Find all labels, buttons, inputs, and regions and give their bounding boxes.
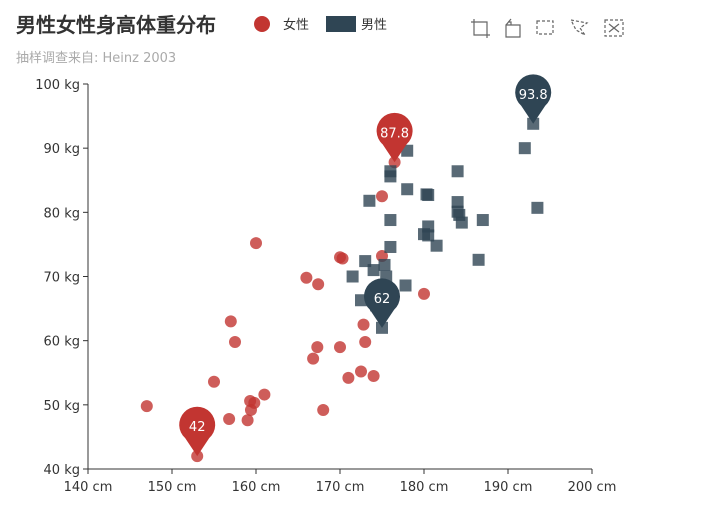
pin-label: 87.8 [380, 126, 409, 141]
point-female[interactable] [355, 365, 367, 378]
point-male[interactable] [401, 183, 414, 196]
point-female[interactable] [418, 287, 430, 300]
point-female[interactable] [229, 335, 241, 348]
point-male[interactable] [451, 165, 464, 178]
pin-marker[interactable] [376, 112, 413, 163]
x-tick-label: 140 cm [64, 480, 113, 495]
pin-marker[interactable] [179, 406, 216, 457]
point-male[interactable] [455, 216, 468, 229]
point-female[interactable] [359, 335, 372, 348]
point-female[interactable] [248, 396, 261, 409]
point-male[interactable] [518, 142, 531, 155]
point-female[interactable] [241, 414, 254, 427]
point-female[interactable] [258, 388, 271, 401]
point-female[interactable] [342, 371, 355, 384]
point-male[interactable] [384, 240, 397, 253]
polygon-zoom-icon[interactable] [505, 18, 521, 38]
legend-marker-0[interactable] [254, 16, 270, 32]
clear-select-icon[interactable] [604, 19, 624, 37]
y-tick-label: 90 kg [44, 142, 80, 157]
point-female[interactable] [376, 190, 388, 203]
y-tick-label: 50 kg [44, 399, 80, 414]
x-tick-label: 190 cm [484, 480, 533, 495]
point-male[interactable] [355, 294, 367, 307]
point-female[interactable] [224, 315, 237, 328]
legend: 女性 男性 [254, 16, 387, 33]
point-female[interactable] [317, 403, 330, 416]
point-female[interactable] [208, 375, 220, 388]
point-male[interactable] [531, 201, 544, 214]
y-tick-label: 100 kg [35, 78, 80, 93]
point-male[interactable] [476, 214, 489, 227]
rect-select-icon[interactable] [536, 20, 554, 35]
point-male[interactable] [430, 239, 443, 252]
x-tick-label: 160 cm [232, 480, 281, 495]
pin-label: 93.8 [519, 88, 548, 103]
legend-label-1[interactable]: 男性 [361, 18, 387, 33]
pins: 42 87.8 62 93.8 [179, 74, 552, 457]
pin-label: 42 [189, 420, 206, 435]
pin-marker[interactable] [515, 74, 552, 124]
x-tick-label: 180 cm [400, 480, 449, 495]
point-male[interactable] [367, 264, 380, 277]
point-female[interactable] [250, 237, 262, 250]
point-male[interactable] [451, 196, 464, 209]
point-female[interactable] [307, 352, 320, 365]
pin-marker[interactable] [364, 278, 400, 328]
point-female[interactable] [357, 318, 370, 331]
point-male[interactable] [384, 214, 397, 227]
rect-zoom-icon[interactable] [471, 19, 490, 38]
point-male[interactable] [399, 279, 412, 292]
y-tick-label: 70 kg [44, 271, 80, 286]
lasso-select-icon[interactable] [569, 19, 589, 36]
point-male[interactable] [378, 258, 391, 271]
pin-label: 62 [374, 292, 391, 307]
point-male[interactable] [422, 229, 435, 242]
x-tick-label: 200 cm [568, 480, 617, 495]
axes: 140 cm 150 cm 160 cm 170 cm 180 cm 190 cm 200 … [35, 78, 616, 495]
chart-title: 男性女性身高体重分布 [16, 13, 216, 37]
legend-label-0[interactable]: 女性 [283, 17, 309, 33]
point-female[interactable] [311, 341, 324, 354]
point-male[interactable] [422, 189, 435, 202]
point-male[interactable] [384, 170, 397, 183]
point-female[interactable] [367, 369, 380, 382]
point-male[interactable] [472, 253, 485, 266]
x-tick-label: 150 cm [148, 480, 197, 495]
y-tick-label: 80 kg [44, 206, 80, 221]
point-female[interactable] [140, 400, 153, 413]
y-tick-label: 60 kg [44, 335, 80, 350]
point-female[interactable] [336, 252, 349, 265]
chart-subtitle: 抽样调查来自: Heinz 2003 [16, 51, 176, 66]
point-male[interactable] [346, 270, 359, 283]
point-female[interactable] [312, 278, 325, 291]
point-female[interactable] [300, 271, 313, 284]
legend-marker-1[interactable] [326, 16, 356, 32]
y-tick-label: 40 kg [44, 463, 80, 478]
point-male[interactable] [363, 194, 376, 207]
x-tick-label: 170 cm [316, 480, 365, 495]
point-female[interactable] [223, 412, 236, 425]
toolbox[interactable] [471, 18, 624, 38]
point-female[interactable] [334, 341, 346, 354]
